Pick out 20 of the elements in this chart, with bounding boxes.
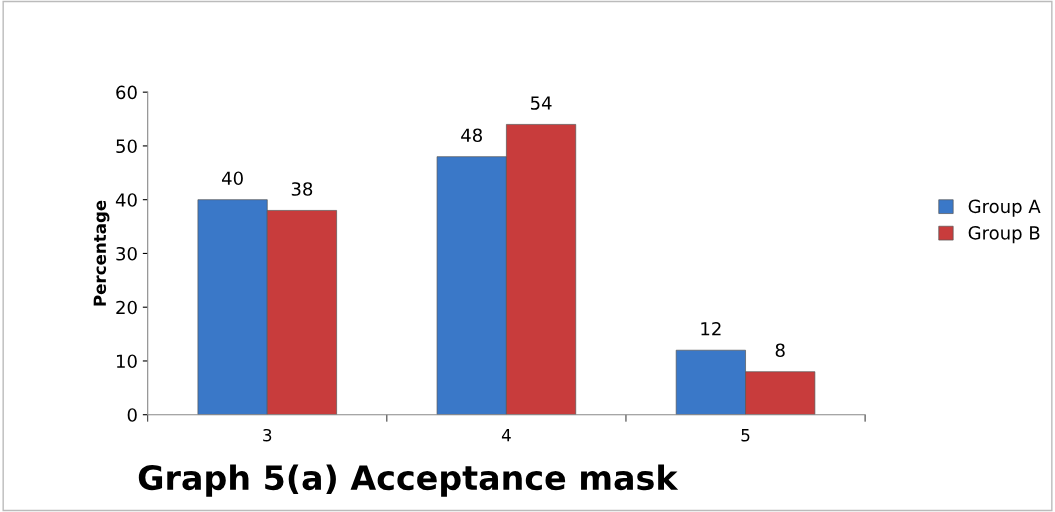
text: Graph 5(a) Acceptance mask — [138, 464, 679, 497]
data-label: 12 — [701, 321, 721, 336]
y-tick-label: 30 — [116, 246, 137, 261]
y-tick-label: 50 — [116, 139, 137, 154]
data-label: 54 — [530, 96, 552, 110]
data-label: 40 — [221, 171, 243, 186]
x-tick-label: 5 — [741, 429, 750, 442]
y-tick-label: 20 — [116, 300, 137, 315]
legend-label: Group B — [968, 226, 1040, 244]
x-tick-label: 3 — [263, 428, 272, 442]
data-label: 48 — [461, 128, 482, 143]
y-axis-title: Percentage — [93, 200, 110, 306]
y-tick-label: 40 — [115, 193, 137, 207]
legend-label: Group A — [968, 199, 1041, 217]
y-tick-label: 0 — [127, 408, 137, 422]
y-tick-label: 10 — [116, 354, 137, 369]
data-label: 38 — [291, 182, 313, 196]
x-tick-label: 4 — [501, 429, 511, 442]
y-tick-label: 60 — [116, 85, 137, 100]
data-label: 8 — [775, 343, 785, 358]
